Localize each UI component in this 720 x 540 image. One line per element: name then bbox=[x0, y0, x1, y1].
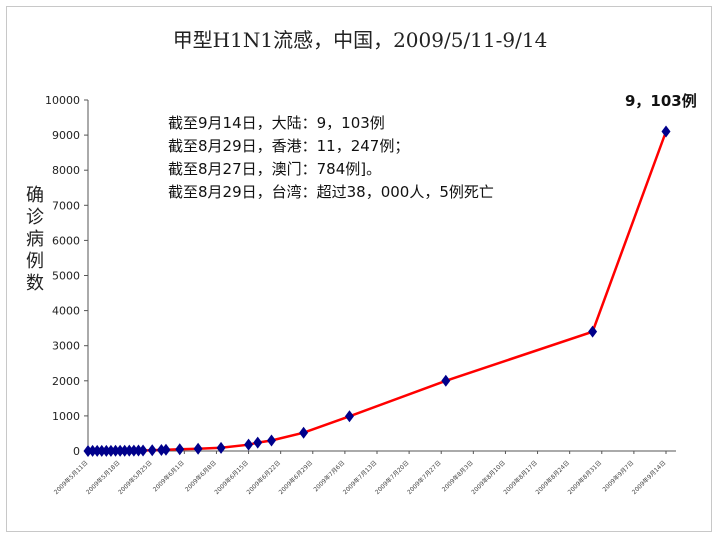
data-point-marker bbox=[133, 444, 143, 457]
end-value-label: 9，103例 bbox=[625, 92, 697, 110]
x-tick-label: 2009年5月18日 bbox=[84, 459, 121, 496]
y-tick-label: 7000 bbox=[52, 199, 80, 212]
x-tick-label: 2009年8月31日 bbox=[566, 459, 603, 496]
y-tick-label: 8000 bbox=[52, 164, 80, 177]
data-point-marker bbox=[97, 444, 107, 457]
x-tick-label: 2009年6月1日 bbox=[151, 459, 186, 494]
data-point-marker bbox=[661, 125, 671, 138]
data-point-marker bbox=[299, 426, 309, 439]
data-point-marker bbox=[193, 442, 203, 455]
data-point-marker bbox=[244, 438, 254, 451]
x-tick-label: 2009年6月8日 bbox=[183, 459, 218, 494]
annotation-line: 截至8月29日，香港：11，247例； bbox=[168, 137, 410, 155]
y-tick-label: 2000 bbox=[52, 375, 80, 388]
series-line bbox=[87, 131, 668, 453]
y-tick-label: 1000 bbox=[52, 410, 80, 423]
data-point-marker bbox=[92, 444, 102, 457]
data-point-marker bbox=[83, 444, 93, 457]
data-point-marker bbox=[106, 444, 116, 457]
chart-frame bbox=[6, 6, 712, 532]
y-axis-label: 确诊病例数 bbox=[23, 185, 44, 295]
y-tick-label: 10000 bbox=[45, 94, 80, 107]
y-tick-label: 4000 bbox=[52, 305, 80, 318]
data-point-marker bbox=[101, 444, 111, 457]
data-point-marker bbox=[344, 410, 354, 423]
x-tick-label: 2009年8月10日 bbox=[470, 459, 507, 496]
data-point-marker bbox=[147, 444, 157, 457]
annotation-line: 截至9月14日，大陆：9，103例 bbox=[168, 114, 385, 132]
x-tick-label: 2009年6月15日 bbox=[213, 459, 250, 496]
data-point-marker bbox=[441, 374, 451, 387]
annotation-line: 截至8月29日，台湾：超过38，000人，5例死亡 bbox=[168, 183, 494, 201]
x-tick-label: 2009年8月3日 bbox=[440, 459, 475, 494]
data-point-marker bbox=[115, 444, 125, 457]
data-point-marker bbox=[161, 443, 171, 456]
x-tick-label: 2009年7月13日 bbox=[341, 459, 378, 496]
x-tick-label: 2009年8月24日 bbox=[534, 459, 571, 496]
data-point-marker bbox=[129, 444, 139, 457]
x-tick-label: 2009年7月27日 bbox=[405, 459, 442, 496]
x-tick-label: 2009年8月17日 bbox=[502, 459, 539, 496]
x-tick-label: 2009年9月14日 bbox=[630, 459, 667, 496]
chart-title: 甲型H1N1流感，中国，2009/5/11-9/14 bbox=[172, 28, 548, 52]
data-point-marker bbox=[266, 434, 276, 447]
x-tick-label: 2009年5月25日 bbox=[116, 459, 153, 496]
data-point-marker bbox=[588, 325, 598, 338]
data-point-marker bbox=[175, 443, 185, 456]
x-tick-label: 2009年7月6日 bbox=[312, 459, 347, 494]
y-tick-label: 5000 bbox=[52, 270, 80, 283]
y-tick-label: 0 bbox=[73, 445, 80, 458]
annotation-line: 截至8月27日，澳门：784例]。 bbox=[168, 160, 382, 178]
annotation-block: 截至9月14日，大陆：9，103例 截至8月29日，香港：11，247例； 截至… bbox=[168, 112, 494, 204]
y-tick-label: 6000 bbox=[52, 234, 80, 247]
data-point-marker bbox=[124, 444, 134, 457]
data-point-marker bbox=[253, 436, 263, 449]
data-point-marker bbox=[111, 444, 121, 457]
data-point-marker bbox=[120, 444, 130, 457]
data-point-marker bbox=[138, 444, 148, 457]
y-tick-label: 3000 bbox=[52, 340, 80, 353]
x-tick-label: 2009年7月20日 bbox=[373, 459, 410, 496]
x-tick-label: 2009年5月11日 bbox=[52, 459, 89, 496]
data-point-marker bbox=[88, 444, 98, 457]
x-tick-label: 2009年9月7日 bbox=[601, 459, 636, 494]
y-tick-label: 9000 bbox=[52, 129, 80, 142]
x-tick-label: 2009年6月22日 bbox=[245, 459, 282, 496]
x-tick-label: 2009年6月29日 bbox=[277, 459, 314, 496]
data-point-marker bbox=[216, 441, 226, 454]
